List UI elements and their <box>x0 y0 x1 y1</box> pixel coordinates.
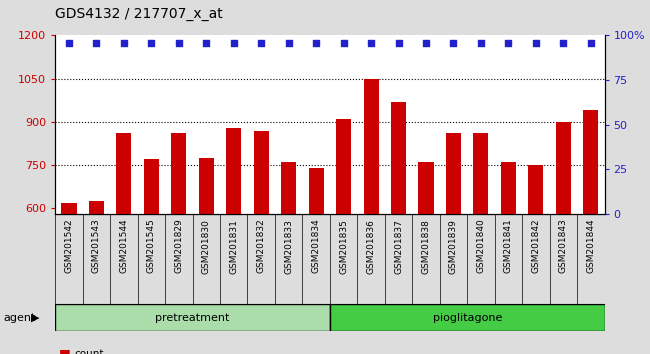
Bar <box>55 304 330 331</box>
Bar <box>254 131 268 354</box>
Point <box>339 40 349 45</box>
Text: pretreatment: pretreatment <box>155 313 229 323</box>
Text: GSM201842: GSM201842 <box>531 219 540 273</box>
Bar <box>336 119 351 354</box>
Point <box>283 40 294 45</box>
Point <box>586 40 596 45</box>
Bar <box>172 133 187 354</box>
Text: GSM201831: GSM201831 <box>229 219 239 274</box>
Bar <box>556 122 571 354</box>
Text: GSM201837: GSM201837 <box>394 219 403 274</box>
Point <box>530 40 541 45</box>
Point <box>146 40 157 45</box>
Bar <box>144 159 159 354</box>
Text: GSM201838: GSM201838 <box>421 219 430 274</box>
Text: GSM201834: GSM201834 <box>311 219 320 273</box>
Text: GDS4132 / 217707_x_at: GDS4132 / 217707_x_at <box>55 7 223 21</box>
Bar <box>281 162 296 354</box>
Point <box>119 40 129 45</box>
Bar <box>89 201 104 354</box>
Point <box>448 40 459 45</box>
Point <box>503 40 514 45</box>
Text: ▶: ▶ <box>31 313 40 323</box>
Bar <box>473 133 488 354</box>
Point <box>421 40 431 45</box>
Point <box>201 40 211 45</box>
Bar <box>199 158 214 354</box>
Bar <box>501 162 516 354</box>
Point <box>64 40 74 45</box>
Point <box>311 40 321 45</box>
Text: agent: agent <box>3 313 36 323</box>
Text: GSM201830: GSM201830 <box>202 219 211 274</box>
Text: GSM201836: GSM201836 <box>367 219 376 274</box>
Point <box>558 40 569 45</box>
Text: GSM201543: GSM201543 <box>92 219 101 273</box>
Bar <box>363 79 378 354</box>
Text: GSM201839: GSM201839 <box>449 219 458 274</box>
Bar <box>391 102 406 354</box>
Text: GSM201829: GSM201829 <box>174 219 183 273</box>
Text: GSM201843: GSM201843 <box>559 219 568 273</box>
Text: GSM201832: GSM201832 <box>257 219 266 273</box>
Bar <box>309 168 324 354</box>
Text: GSM201544: GSM201544 <box>120 219 129 273</box>
Text: GSM201833: GSM201833 <box>284 219 293 274</box>
Bar <box>226 128 241 354</box>
Text: GSM201840: GSM201840 <box>476 219 486 273</box>
Text: GSM201844: GSM201844 <box>586 219 595 273</box>
Point <box>229 40 239 45</box>
Bar <box>62 202 77 354</box>
Text: GSM201545: GSM201545 <box>147 219 156 273</box>
Bar <box>583 110 598 354</box>
Point <box>256 40 266 45</box>
Text: count: count <box>75 349 104 354</box>
Point <box>366 40 376 45</box>
Point <box>174 40 184 45</box>
Bar <box>419 162 434 354</box>
Point <box>393 40 404 45</box>
Text: GSM201841: GSM201841 <box>504 219 513 273</box>
Bar <box>116 133 131 354</box>
Text: GSM201835: GSM201835 <box>339 219 348 274</box>
Text: pioglitagone: pioglitagone <box>432 313 502 323</box>
Bar <box>330 304 604 331</box>
Text: GSM201542: GSM201542 <box>64 219 73 273</box>
Point <box>476 40 486 45</box>
Bar <box>528 165 543 354</box>
Point <box>91 40 101 45</box>
Text: ■: ■ <box>58 348 70 354</box>
Bar <box>446 133 461 354</box>
